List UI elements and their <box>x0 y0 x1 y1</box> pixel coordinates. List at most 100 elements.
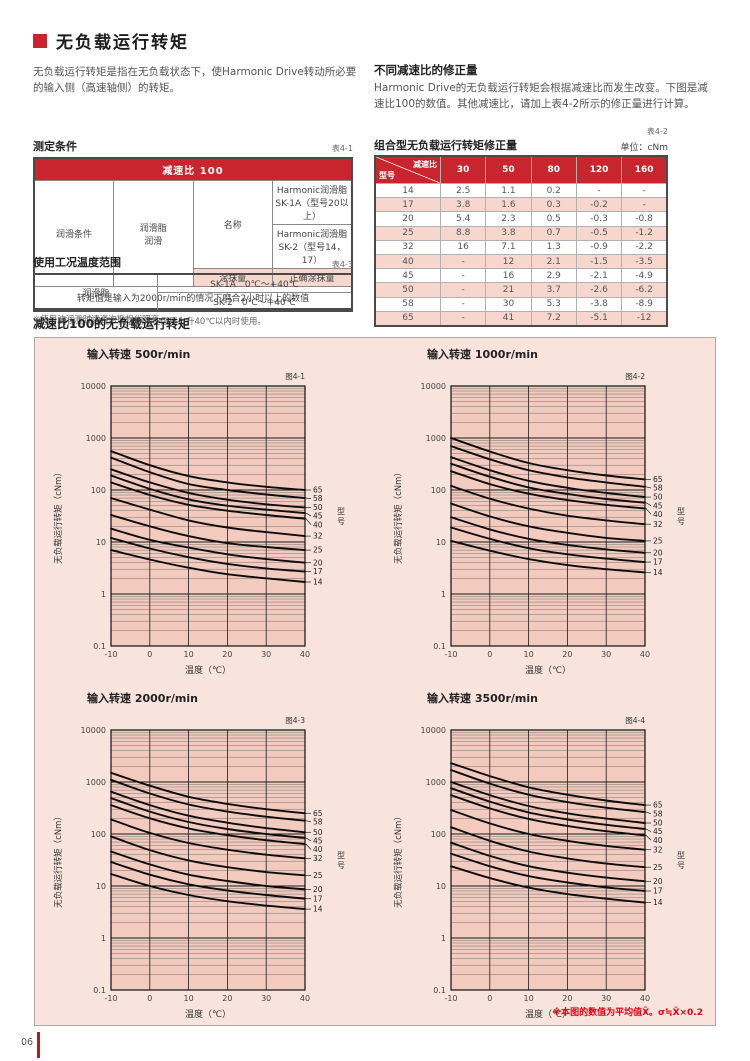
svg-text:0.1: 0.1 <box>433 642 446 651</box>
svg-text:20: 20 <box>313 558 323 567</box>
svg-text:25: 25 <box>653 863 663 872</box>
value-cell: 7.1 <box>485 239 532 255</box>
model-cell: 58 <box>374 296 441 312</box>
value-cell: -3.5 <box>621 253 668 270</box>
value-cell: -1.5 <box>575 253 623 270</box>
name-value-cell: Harmonic润滑脂 SK-1A（型号20以上） <box>272 180 353 225</box>
svg-text:100: 100 <box>431 830 446 839</box>
table-row: 50-21 3.7 -2.6 -6.2 <box>374 282 668 298</box>
temperature-table-block: 使用工况温度范围 表4-3 润滑脂 SK-1A 0℃～+40℃ SK-2 0℃～… <box>33 254 353 327</box>
value-cell: -6.2 <box>621 282 668 298</box>
table-header-cell: 减速比 100 <box>33 157 353 181</box>
svg-text:号: 号 <box>337 517 345 526</box>
svg-text:32: 32 <box>313 854 323 863</box>
value-cell: 5.3 <box>530 296 577 312</box>
value-cell: - <box>621 197 668 213</box>
table-row: SK-2 0℃～+40℃ <box>34 292 353 312</box>
svg-text:号: 号 <box>677 861 685 870</box>
correction-paragraph: Harmonic Drive的无负载运行转矩会根据减速比而发生改变。下图是减速比… <box>374 82 708 110</box>
svg-text:无负载运行转矩（cNm）: 无负载运行转矩（cNm） <box>53 812 64 908</box>
page-title: 无负载运行转矩 <box>56 33 189 53</box>
model-cell: 20 <box>374 211 441 227</box>
svg-text:20: 20 <box>653 548 663 557</box>
svg-text:32: 32 <box>313 532 323 541</box>
chart-block-1000rpm: 输入转速 1000r/min 10000 1000 100 10 1 0.1 -10 0 10 2… <box>389 346 719 684</box>
svg-text:40: 40 <box>313 520 323 529</box>
column-header: 160 <box>621 155 668 184</box>
correction-table: 减速比 型号 30 50 80 120 160 14 2.5 1.1 0.2- -17 3… <box>374 155 668 327</box>
svg-text:无负载运行转矩（cNm）: 无负载运行转矩（cNm） <box>53 468 64 564</box>
value-cell: -0.9 <box>575 239 623 255</box>
svg-text:17: 17 <box>653 887 663 896</box>
correction-table-body: 14 2.5 1.1 0.2- -17 3.8 1.6 0.3 -0.2-20 5.4 2.3 0.5… <box>374 182 668 327</box>
svg-text:50: 50 <box>313 828 323 837</box>
svg-text:25: 25 <box>653 537 663 546</box>
svg-text:图4-3: 图4-3 <box>285 716 305 725</box>
value-cell: -4.9 <box>621 268 668 284</box>
svg-text:25: 25 <box>313 546 323 555</box>
svg-text:100: 100 <box>91 486 106 495</box>
model-cell: 17 <box>374 197 441 213</box>
model-cell: 65 <box>374 310 441 327</box>
svg-text:58: 58 <box>313 818 323 827</box>
svg-text:45: 45 <box>653 501 663 510</box>
unit-label: 单位：cNm <box>620 143 668 153</box>
value-cell: 2.3 <box>485 211 532 227</box>
value-cell: 2.1 <box>530 253 577 270</box>
svg-text:10000: 10000 <box>81 382 106 391</box>
svg-text:10000: 10000 <box>421 726 446 735</box>
table-row: 14 2.5 1.1 0.2- - <box>374 182 668 199</box>
table-row: 25 8.8 3.8 0.7 -0.5 -1.2 <box>374 225 668 241</box>
svg-text:0: 0 <box>147 650 152 659</box>
model-header-label: 型号 <box>379 171 395 180</box>
svg-text:型: 型 <box>677 507 685 516</box>
chart-block-3500rpm: 输入转速 3500r/min 10000 1000 100 10 1 0.1 -10 0 10 2… <box>389 690 719 1028</box>
value-cell: 7.2 <box>530 310 577 327</box>
svg-text:20: 20 <box>562 994 572 1003</box>
svg-text:65: 65 <box>313 809 323 818</box>
value-cell: 0.5 <box>530 211 577 227</box>
intro-paragraph: 无负载运行转矩是指在无负载状态下，使Harmonic Drive转动所必要的输入… <box>33 66 357 94</box>
value-cell: -0.5 <box>575 225 623 241</box>
value-cell: 0.7 <box>530 225 577 241</box>
svg-text:10: 10 <box>184 650 194 659</box>
svg-text:10: 10 <box>96 882 106 891</box>
svg-text:0: 0 <box>487 650 492 659</box>
model-cell: 50 <box>374 282 441 298</box>
page-header: 无负载运行转矩 <box>33 28 189 53</box>
svg-text:10: 10 <box>436 882 446 891</box>
svg-text:40: 40 <box>653 836 663 845</box>
value-cell: -5.1 <box>575 310 623 327</box>
svg-text:50: 50 <box>653 819 663 828</box>
svg-text:0: 0 <box>487 994 492 1003</box>
column-header: 120 <box>575 155 623 184</box>
svg-text:40: 40 <box>640 650 650 659</box>
measurement-table-footnote: ※使用油润滑时请咨询授权代理商。 <box>33 315 168 325</box>
svg-text:30: 30 <box>261 650 271 659</box>
table-ref: 表4-2 <box>646 127 668 136</box>
model-cell: 45 <box>374 268 441 284</box>
model-cell: 40 <box>374 253 441 270</box>
svg-text:1: 1 <box>101 934 106 943</box>
svg-text:50: 50 <box>313 503 323 512</box>
temp-range-cell: SK-1A 0℃～+40℃ <box>157 273 353 293</box>
svg-text:40: 40 <box>300 650 310 659</box>
svg-text:100: 100 <box>431 486 446 495</box>
svg-text:-10: -10 <box>444 994 457 1003</box>
value-cell: 16 <box>485 268 532 284</box>
value-cell: 3.7 <box>530 282 577 298</box>
model-cell: 25 <box>374 225 441 241</box>
svg-text:无负载运行转矩（cNm）: 无负载运行转矩（cNm） <box>393 468 404 564</box>
value-cell: -2.6 <box>575 282 623 298</box>
value-cell: 0.3 <box>530 197 577 213</box>
temperature-table-heading: 使用工况温度范围 <box>33 256 121 269</box>
svg-text:10: 10 <box>184 994 194 1003</box>
svg-text:0.1: 0.1 <box>93 642 106 651</box>
svg-text:10: 10 <box>524 994 534 1003</box>
section-marker-icon <box>33 33 47 48</box>
svg-text:65: 65 <box>653 475 663 484</box>
svg-text:17: 17 <box>313 567 323 576</box>
temperature-table: 润滑脂 SK-1A 0℃～+40℃ SK-2 0℃～+40℃ <box>33 273 353 312</box>
